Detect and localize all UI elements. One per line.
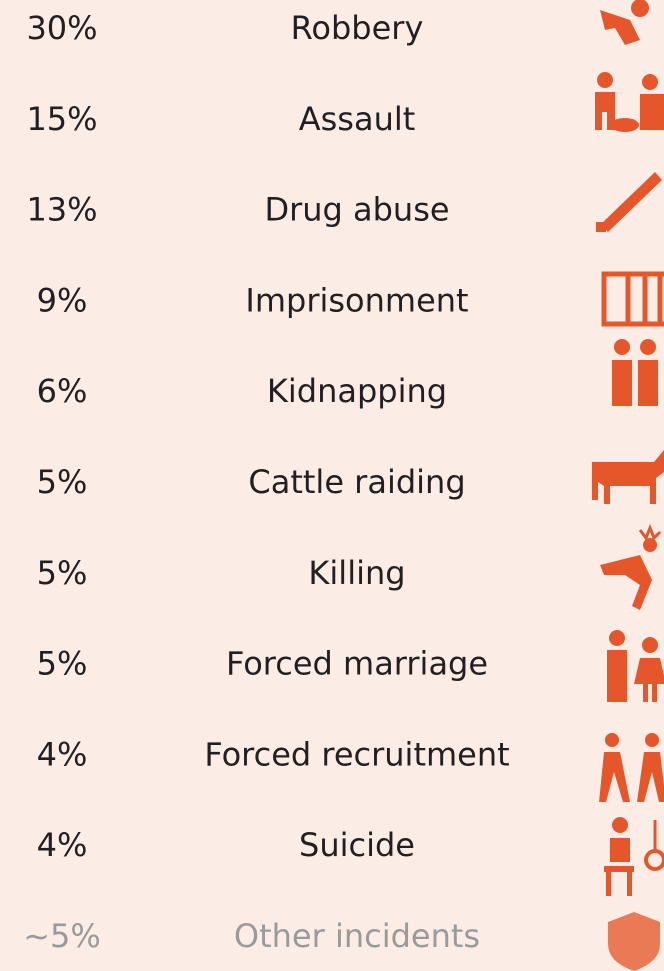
row-label: Other incidents: [234, 917, 480, 955]
row-percent: 9%: [37, 281, 88, 319]
marriage-icon: [607, 630, 664, 702]
row-percent: 6%: [37, 372, 88, 410]
kidnapping-icon: [612, 339, 658, 406]
row-percent: 5%: [37, 645, 88, 683]
row-label: Imprisonment: [245, 281, 468, 319]
recruitment-icon: [599, 733, 664, 802]
row-percent: 5%: [37, 554, 88, 592]
row-percent: ~5%: [23, 917, 101, 955]
row-label: Killing: [308, 554, 405, 592]
row-label: Assault: [299, 100, 416, 138]
row-label: Cattle raiding: [248, 463, 465, 501]
cattle-icon: [592, 450, 664, 504]
row-percent: 4%: [37, 826, 88, 864]
icons: [592, 0, 664, 971]
shield-icon: [608, 912, 660, 971]
row-label: Robbery: [291, 9, 424, 47]
assault-icon: [595, 72, 664, 132]
rows: 30% Robbery 15% Assault 13% Drug abuse 9% Impri…: [23, 9, 509, 955]
row-percent: 5%: [37, 463, 88, 501]
row-label: Suicide: [299, 826, 415, 864]
row-label: Forced marriage: [226, 645, 488, 683]
row-percent: 13%: [26, 191, 97, 229]
suicide-icon: [604, 817, 664, 896]
row-label: Forced recruitment: [204, 735, 509, 773]
row-percent: 4%: [37, 735, 88, 773]
killing-icon: [600, 523, 662, 610]
prison-icon: [601, 271, 664, 327]
robbery-icon: [600, 0, 649, 45]
row-percent: 30%: [26, 9, 97, 47]
row-label: Kidnapping: [267, 372, 447, 410]
syringe-icon: [596, 172, 662, 232]
row-label: Drug abuse: [264, 191, 449, 229]
row-percent: 15%: [26, 100, 97, 138]
